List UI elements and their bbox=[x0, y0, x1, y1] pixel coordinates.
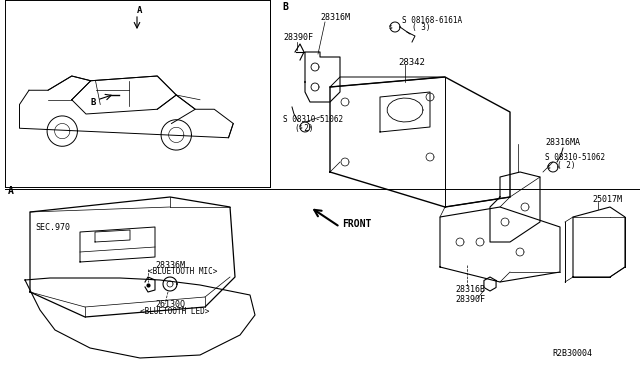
Text: B: B bbox=[90, 97, 95, 106]
Text: 28342: 28342 bbox=[398, 58, 425, 67]
Text: SEC.970: SEC.970 bbox=[35, 222, 70, 231]
Text: 28390F: 28390F bbox=[283, 32, 313, 42]
Text: R2B30004: R2B30004 bbox=[552, 350, 592, 359]
Text: S: S bbox=[299, 125, 303, 129]
Text: <BLUETOOTH MIC>: <BLUETOOTH MIC> bbox=[148, 267, 218, 276]
Text: 26130Q: 26130Q bbox=[155, 299, 185, 308]
Text: S 08310-51062: S 08310-51062 bbox=[545, 153, 605, 161]
Text: B: B bbox=[282, 2, 288, 12]
Text: 28390F: 28390F bbox=[455, 295, 485, 305]
Text: S 08168-6161A: S 08168-6161A bbox=[402, 16, 462, 25]
Text: FRONT: FRONT bbox=[342, 219, 371, 229]
Text: <BLUETOOTH LED>: <BLUETOOTH LED> bbox=[140, 307, 209, 315]
Text: 28316MA: 28316MA bbox=[545, 138, 580, 147]
Text: ( 2): ( 2) bbox=[295, 124, 314, 132]
Text: A: A bbox=[8, 186, 14, 196]
Text: 28316B: 28316B bbox=[455, 285, 485, 295]
Text: S 08310-51062: S 08310-51062 bbox=[283, 115, 343, 124]
Text: ( 3): ( 3) bbox=[412, 22, 431, 32]
Text: 28336M: 28336M bbox=[155, 260, 185, 269]
Text: 25017M: 25017M bbox=[592, 195, 622, 203]
Text: A: A bbox=[137, 6, 142, 15]
Text: S: S bbox=[547, 164, 551, 170]
Text: ( 2): ( 2) bbox=[557, 160, 575, 170]
Text: S: S bbox=[389, 25, 393, 29]
Text: 28316M: 28316M bbox=[320, 13, 350, 22]
